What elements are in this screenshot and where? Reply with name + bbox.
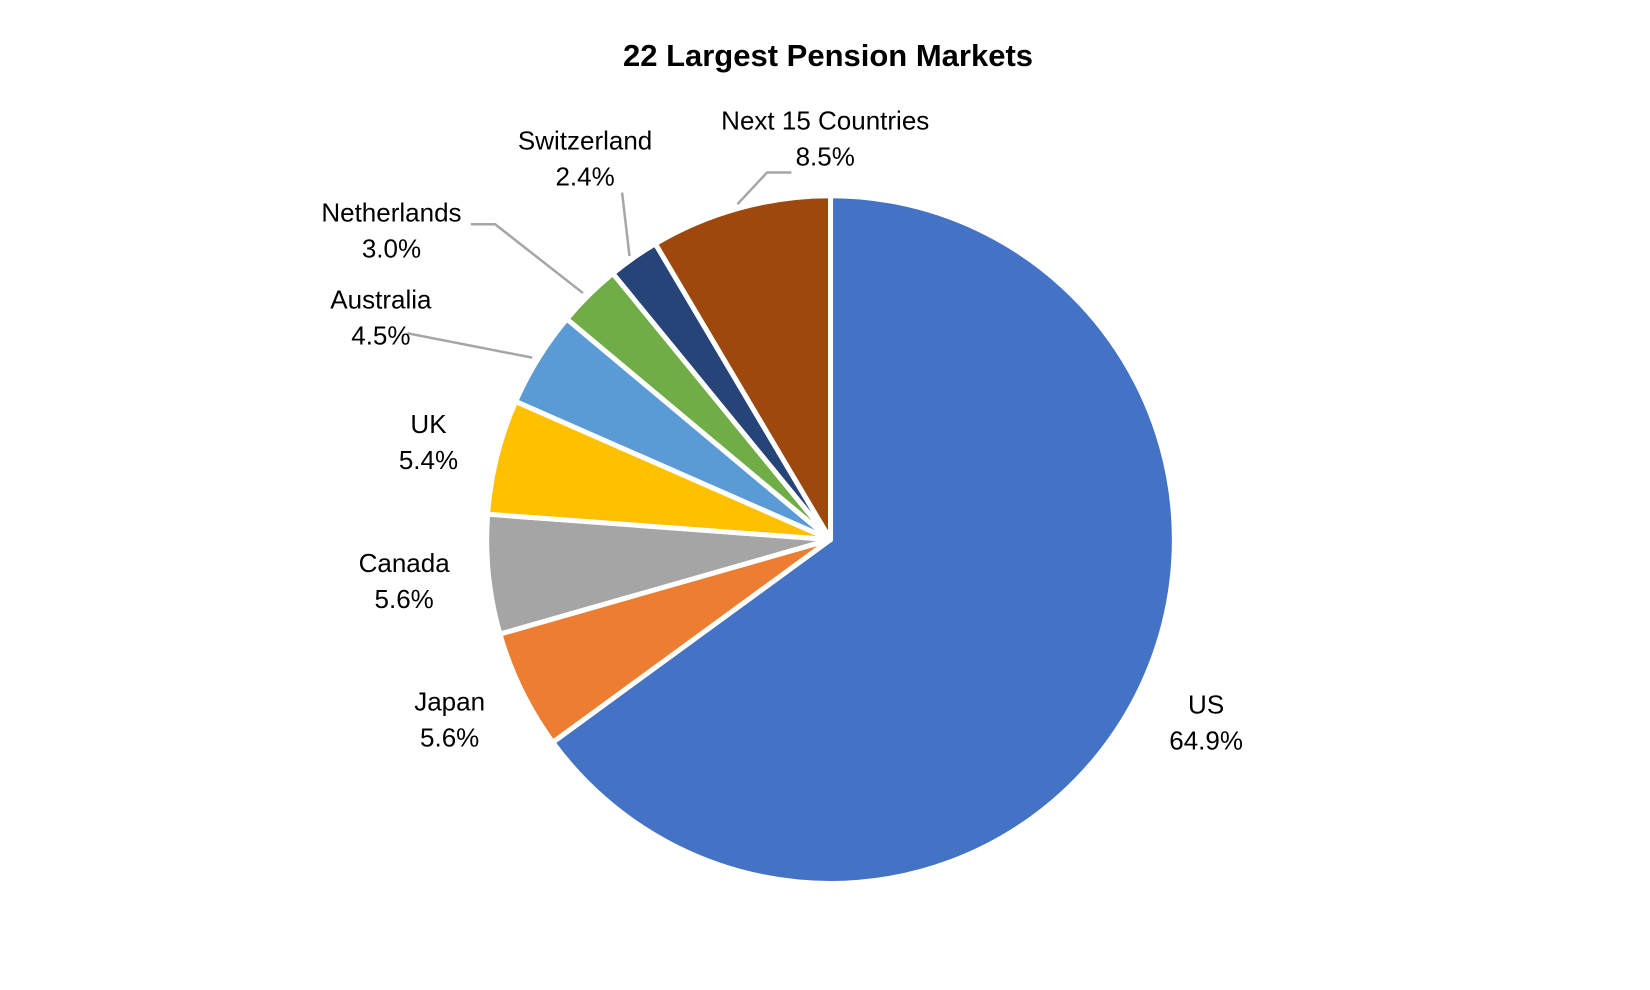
leader-line [470, 223, 584, 295]
value-label: 64.9% [1169, 726, 1243, 756]
category-label: Switzerland [518, 126, 652, 156]
category-label: US [1188, 690, 1224, 720]
value-label: 5.4% [399, 445, 458, 475]
leader-line [620, 192, 631, 257]
category-label: Netherlands [321, 198, 461, 228]
value-label: 5.6% [420, 722, 479, 752]
value-label: 5.6% [375, 584, 434, 614]
pie-slice [550, 193, 1177, 886]
category-label: Next 15 Countries [721, 106, 929, 136]
category-label: UK [410, 409, 447, 439]
value-label: 3.0% [362, 234, 421, 264]
leader-line [407, 332, 533, 359]
value-label: 8.5% [796, 142, 855, 172]
value-label: 2.4% [555, 162, 614, 192]
category-label: Australia [330, 284, 432, 314]
value-label: 4.5% [351, 320, 410, 350]
category-label: Canada [359, 548, 451, 578]
category-label: Japan [414, 686, 485, 716]
chart-title: 22 Largest Pension Markets [623, 38, 1033, 73]
leader-line [736, 171, 792, 206]
pie-slice [652, 193, 834, 543]
